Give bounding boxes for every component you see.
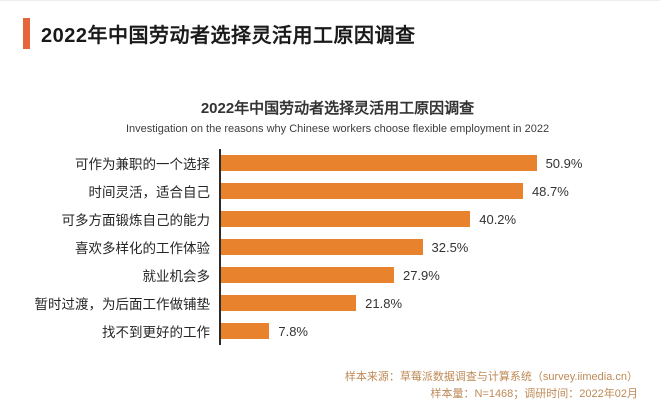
value-label: 48.7% <box>531 183 569 199</box>
bar-track: 7.8% <box>219 317 642 345</box>
bar-row: 找不到更好的工作 7.8% <box>30 317 642 345</box>
category-label: 可多方面锻炼自己的能力 <box>61 213 211 228</box>
value-label: 50.9% <box>545 155 583 171</box>
page-header: 2022年中国劳动者选择灵活用工原因调查 <box>23 18 416 49</box>
category-label: 找不到更好的工作 <box>102 325 210 340</box>
bar-row: 时间灵活，适合自己 48.7% <box>30 177 642 205</box>
bar <box>221 211 471 227</box>
bar <box>221 267 394 283</box>
value-label: 32.5% <box>431 239 469 255</box>
value-label: 21.8% <box>365 295 403 311</box>
bar <box>221 183 523 199</box>
category-label: 喜欢多样化的工作体验 <box>75 241 210 256</box>
bar-track: 48.7% <box>219 177 642 205</box>
bar <box>221 155 537 171</box>
title-accent-bar <box>23 18 30 49</box>
footer-sample-line: 样本量：N=1468；调研时间：2022年02月 <box>430 387 638 400</box>
bar-track: 40.2% <box>219 205 642 233</box>
footer-source-line: 样本来源：草莓派数据调查与计算系统（survey.iimedia.cn） <box>344 371 638 383</box>
page-title: 2022年中国劳动者选择灵活用工原因调查 <box>41 25 416 47</box>
bar-row: 就业机会多 27.9% <box>30 261 642 289</box>
bar-row: 喜欢多样化的工作体验 32.5% <box>30 233 642 261</box>
bar-chart: 可作为兼职的一个选择 50.9% 时间灵活，适合自己 48.7% 可多方面锻炼自己的能力… <box>30 149 642 345</box>
value-label: 7.8% <box>278 323 308 339</box>
bar-row: 可作为兼职的一个选择 50.9% <box>30 149 642 177</box>
value-label: 40.2% <box>479 211 517 227</box>
chart-title: 2022年中国劳动者选择灵活用工原因调查 <box>200 100 475 117</box>
bar <box>221 239 423 255</box>
chart-footer: 样本来源：草莓派数据调查与计算系统（survey.iimedia.cn） 样本量… <box>345 369 638 402</box>
bar-row: 可多方面锻炼自己的能力 40.2% <box>30 205 642 233</box>
bar <box>221 323 270 339</box>
value-label: 27.9% <box>402 267 440 283</box>
chart-subtitle: Investigation on the reasons why Chinese… <box>125 123 550 135</box>
bar-track: 50.9% <box>219 149 642 177</box>
bar-track: 32.5% <box>219 233 642 261</box>
bar-track: 27.9% <box>219 261 642 289</box>
category-label: 就业机会多 <box>142 269 211 284</box>
bar <box>221 295 357 311</box>
category-label: 暂时过渡，为后面工作做铺垫 <box>34 297 211 312</box>
bar-track: 21.8% <box>219 289 642 317</box>
category-label: 时间灵活，适合自己 <box>88 185 211 200</box>
bar-row: 暂时过渡，为后面工作做铺垫 21.8% <box>30 289 642 317</box>
category-label: 可作为兼职的一个选择 <box>75 157 210 172</box>
